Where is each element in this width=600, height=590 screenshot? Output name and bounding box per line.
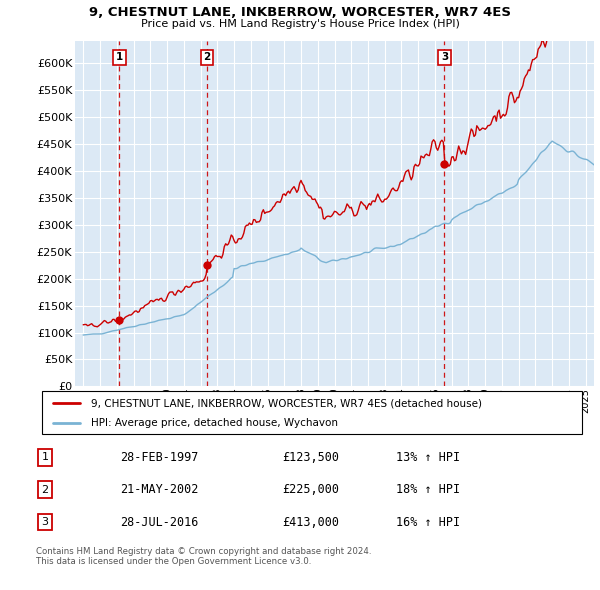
FancyBboxPatch shape [42, 391, 582, 434]
Text: This data is licensed under the Open Government Licence v3.0.: This data is licensed under the Open Gov… [36, 558, 311, 566]
Text: 3: 3 [41, 517, 49, 527]
Text: £413,000: £413,000 [282, 516, 339, 529]
Text: 2: 2 [203, 53, 211, 63]
Text: 9, CHESTNUT LANE, INKBERROW, WORCESTER, WR7 4ES (detached house): 9, CHESTNUT LANE, INKBERROW, WORCESTER, … [91, 398, 482, 408]
Text: £225,000: £225,000 [282, 483, 339, 496]
Text: 28-FEB-1997: 28-FEB-1997 [120, 451, 199, 464]
Text: 16% ↑ HPI: 16% ↑ HPI [396, 516, 460, 529]
Text: 3: 3 [441, 53, 448, 63]
Text: 13% ↑ HPI: 13% ↑ HPI [396, 451, 460, 464]
Text: HPI: Average price, detached house, Wychavon: HPI: Average price, detached house, Wych… [91, 418, 338, 428]
Text: 18% ↑ HPI: 18% ↑ HPI [396, 483, 460, 496]
Text: £123,500: £123,500 [282, 451, 339, 464]
Text: Price paid vs. HM Land Registry's House Price Index (HPI): Price paid vs. HM Land Registry's House … [140, 19, 460, 29]
Text: 28-JUL-2016: 28-JUL-2016 [120, 516, 199, 529]
Text: 1: 1 [116, 53, 123, 63]
Text: 9, CHESTNUT LANE, INKBERROW, WORCESTER, WR7 4ES: 9, CHESTNUT LANE, INKBERROW, WORCESTER, … [89, 6, 511, 19]
Text: 2: 2 [41, 485, 49, 494]
Text: 21-MAY-2002: 21-MAY-2002 [120, 483, 199, 496]
Text: Contains HM Land Registry data © Crown copyright and database right 2024.: Contains HM Land Registry data © Crown c… [36, 547, 371, 556]
Text: 1: 1 [41, 453, 49, 462]
